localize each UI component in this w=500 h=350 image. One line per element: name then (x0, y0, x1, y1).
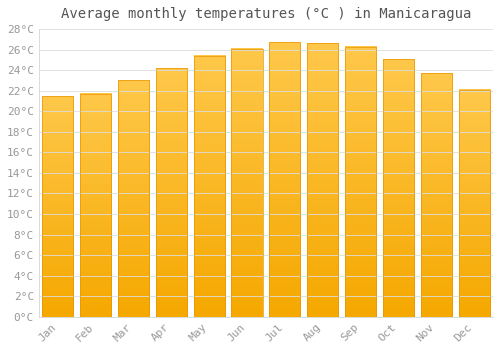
Bar (270, 42, 300, 317)
Bar (42, 96, 74, 317)
Bar (232, 49, 262, 317)
Title: Average monthly temperatures (°C ) in Manicaragua: Average monthly temperatures (°C ) in Ma… (60, 7, 471, 21)
Bar (307, 43, 338, 317)
Bar (156, 68, 187, 317)
Bar (345, 47, 376, 317)
Bar (80, 94, 111, 317)
Bar (118, 80, 149, 317)
Bar (421, 73, 452, 317)
Bar (458, 90, 490, 317)
Bar (383, 59, 414, 317)
Bar (194, 56, 224, 317)
